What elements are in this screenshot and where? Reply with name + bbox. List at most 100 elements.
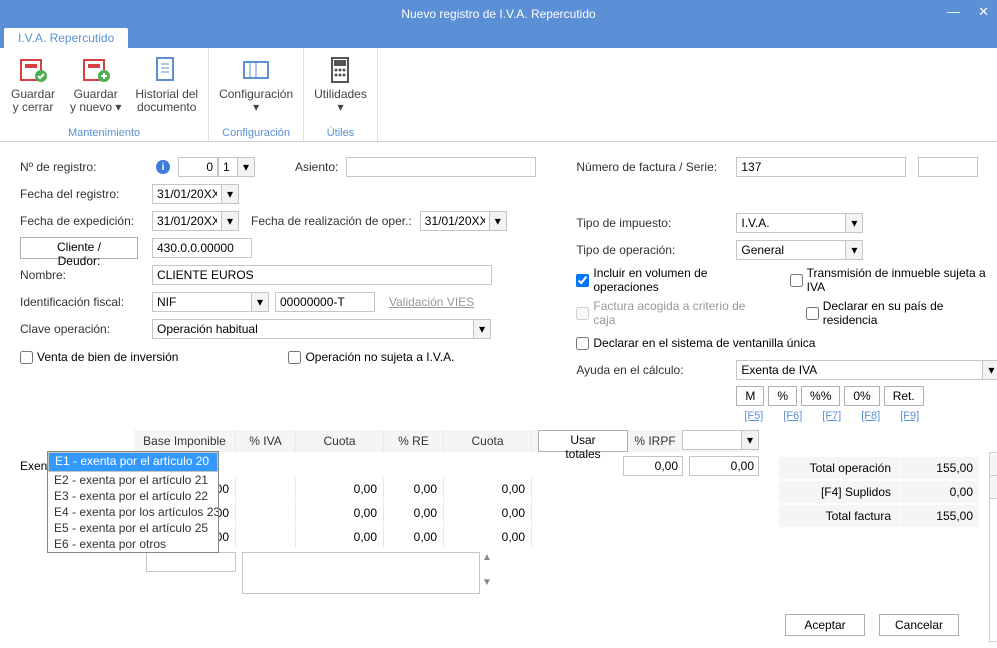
dropdown-icon[interactable]: ▾ (845, 213, 863, 233)
utilidades-button[interactable]: Utilidades▾ (310, 52, 371, 125)
tipo-imp-label: Tipo de impuesto: (576, 216, 736, 230)
irpf-val1[interactable] (623, 456, 683, 476)
shortcut-key-label: [F8] (853, 410, 888, 422)
ribbon-group-label: Mantenimiento (68, 127, 140, 139)
grid-row: 0,000,000,000,00 (134, 478, 759, 500)
fecha-oper-input[interactable] (420, 211, 490, 231)
usar-totales-button[interactable]: Usar totales (538, 430, 628, 452)
cobros-col-fecha: FECHA (990, 476, 997, 498)
info-icon[interactable]: i (156, 160, 170, 174)
aceptar-button[interactable]: Aceptar (785, 614, 865, 636)
col-irpf-header: % IRPF (628, 430, 682, 452)
ventanilla-checkbox[interactable]: Declarar en el sistema de ventanilla úni… (576, 336, 815, 350)
nfactura-input[interactable] (736, 157, 906, 177)
nregistro-input[interactable] (178, 157, 218, 177)
nregistro-sub-input[interactable] (218, 157, 238, 177)
shortcut-0pct-button[interactable]: 0% (844, 386, 879, 406)
irpf-dropdown[interactable] (682, 430, 742, 450)
config-button[interactable]: Configuración▾ (215, 52, 297, 125)
guardar-cerrar-button[interactable]: Guardary cerrar (6, 52, 60, 125)
tabstrip: I.V.A. Repercutido (0, 28, 997, 48)
ribbon: Guardary cerrar Guardary nuevo ▾ Histori… (0, 48, 997, 142)
cell-cuota2[interactable]: 0,00 (444, 478, 532, 500)
notes-textarea[interactable] (242, 552, 480, 594)
asiento-input[interactable] (346, 157, 536, 177)
dropdown-item[interactable]: E3 - exenta por el artículo 22 (48, 488, 218, 504)
dropdown-icon[interactable]: ▾ (982, 360, 997, 380)
dropdown-item[interactable]: E6 - exenta por otros (48, 536, 218, 552)
id-fiscal-input[interactable] (275, 292, 375, 312)
ribbon-group-label: Útiles (327, 127, 355, 139)
tipo-op-label: Tipo de operación: (576, 243, 736, 257)
declarar-pais-checkbox[interactable]: Declarar en su país de residencia (806, 299, 997, 327)
clave-select[interactable] (152, 319, 474, 339)
dropdown-item[interactable]: E2 - exenta por el artículo 21 (48, 472, 218, 488)
tipo-op-select[interactable] (736, 240, 846, 260)
fecha-exp-label: Fecha de expedición: (20, 214, 152, 228)
date-picker-icon[interactable]: ▾ (221, 211, 239, 231)
shortcut-pctpct-button[interactable]: %% (801, 386, 840, 406)
col-cuota2-header: Cuota (444, 430, 532, 452)
venta-bien-checkbox[interactable]: Venta de bien de inversión (20, 350, 178, 364)
cell-re[interactable]: 0,00 (384, 526, 444, 548)
close-icon[interactable]: ✕ (978, 4, 989, 20)
scroll-up-icon[interactable]: ▲ (482, 552, 492, 563)
cell-re[interactable]: 0,00 (384, 478, 444, 500)
fecha-exp-input[interactable] (152, 211, 222, 231)
sum-input[interactable] (146, 552, 236, 572)
id-fiscal-tipo-select[interactable] (152, 292, 252, 312)
ayuda-select[interactable] (736, 360, 983, 380)
dropdown-item[interactable]: E4 - exenta por los artículos 23 y 24 (48, 504, 218, 520)
cell-iva[interactable] (236, 526, 296, 548)
col-base-header: Base Imponible (134, 430, 236, 452)
total-fac-label: Total factura (779, 505, 899, 527)
exenta-dropdown-list[interactable]: E1 - exenta por el artículo 20E2 - exent… (47, 451, 219, 553)
cancelar-button[interactable]: Cancelar (879, 614, 959, 636)
cell-iva[interactable] (236, 478, 296, 500)
date-picker-icon[interactable]: ▾ (489, 211, 507, 231)
historial-button[interactable]: Historial deldocumento (131, 52, 202, 125)
vies-link[interactable]: Validación VIES (389, 295, 474, 309)
dropdown-item[interactable]: E5 - exenta por el artículo 25 (48, 520, 218, 536)
incluir-vol-checkbox[interactable]: Incluir en volumen de operaciones (576, 266, 769, 294)
fecha-reg-input[interactable] (152, 184, 222, 204)
cell-re[interactable]: 0,00 (384, 502, 444, 524)
cell-cuota[interactable]: 0,00 (296, 502, 384, 524)
cell-cuota[interactable]: 0,00 (296, 526, 384, 548)
op-no-sujeta-checkbox[interactable]: Operación no sujeta a I.V.A. (288, 350, 454, 364)
transm-checkbox[interactable]: Transmisión de inmueble sujeta a IVA (790, 266, 997, 294)
cell-iva[interactable] (236, 502, 296, 524)
shortcut-ret-button[interactable]: Ret. (884, 386, 924, 406)
nregistro-label: Nº de registro: (20, 160, 152, 174)
dropdown-item[interactable]: E1 - exenta por el artículo 20 (48, 452, 218, 472)
dropdown-icon[interactable]: ▾ (741, 430, 759, 450)
suplidos-label: [F4] Suplidos (779, 481, 899, 503)
date-picker-icon[interactable]: ▾ (221, 184, 239, 204)
nombre-input[interactable] (152, 265, 492, 285)
serie-input[interactable] (918, 157, 978, 177)
save-new-icon (80, 54, 112, 86)
asiento-label: Asiento: (295, 160, 338, 174)
cell-cuota2[interactable]: 0,00 (444, 502, 532, 524)
ayuda-label: Ayuda en el cálculo: (576, 363, 736, 377)
shortcut-pct-button[interactable]: % (768, 386, 797, 406)
tipo-imp-select[interactable] (736, 213, 846, 233)
dropdown-icon[interactable]: ▾ (251, 292, 269, 312)
cell-cuota[interactable]: 0,00 (296, 478, 384, 500)
cliente-input[interactable] (152, 238, 252, 258)
dropdown-icon[interactable]: ▾ (473, 319, 491, 339)
cell-cuota2[interactable]: 0,00 (444, 526, 532, 548)
guardar-nuevo-button[interactable]: Guardary nuevo ▾ (66, 52, 125, 125)
minimize-icon[interactable]: — (947, 4, 960, 20)
shortcut-m-button[interactable]: M (736, 386, 764, 406)
scroll-down-icon[interactable]: ▼ (482, 577, 492, 588)
save-close-icon (17, 54, 49, 86)
shortcut-key-label: [F6] (775, 410, 810, 422)
id-fiscal-label: Identificación fiscal: (20, 295, 152, 309)
dropdown-icon[interactable]: ▾ (237, 157, 255, 177)
dropdown-icon[interactable]: ▾ (845, 240, 863, 260)
cliente-button[interactable]: Cliente / Deudor: (20, 237, 138, 259)
tab-iva[interactable]: I.V.A. Repercutido (4, 28, 128, 48)
irpf-val2[interactable] (689, 456, 759, 476)
config-icon (240, 54, 272, 86)
